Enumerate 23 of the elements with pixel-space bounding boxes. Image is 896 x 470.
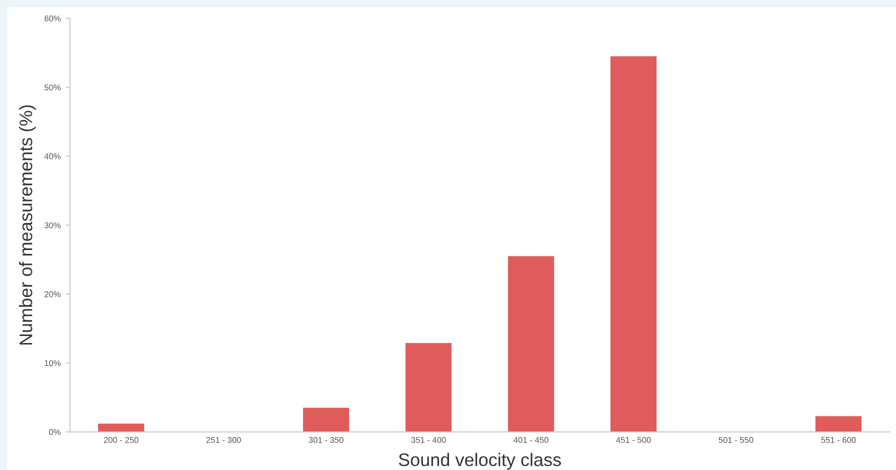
y-tick-label: 20% — [44, 291, 61, 298]
y-tick-label: 60% — [44, 16, 61, 22]
x-tick-label: 401 - 450 — [514, 437, 548, 443]
x-tick-label: 501 - 550 — [718, 437, 754, 443]
x-tick-label: 451 - 500 — [616, 437, 651, 443]
x-tick-label: 551 - 600 — [821, 437, 856, 443]
x-tick-label: 200 - 250 — [104, 437, 138, 443]
x-tick-label: 351 - 400 — [411, 437, 446, 443]
x-axis-title: Sound velocity class — [398, 452, 561, 470]
bar — [508, 256, 554, 432]
y-tick-label: 0% — [49, 429, 61, 436]
y-tick-label: 30% — [44, 222, 61, 228]
y-tick-label: 40% — [44, 153, 61, 160]
x-tick-label: 301 - 350 — [308, 437, 344, 443]
bar — [98, 424, 144, 432]
x-tick-label: 251 - 300 — [206, 437, 241, 443]
bar — [610, 56, 657, 432]
bar — [815, 416, 862, 432]
y-tick-label: 50% — [44, 84, 61, 90]
y-tick-label: 10% — [44, 360, 61, 366]
bar — [303, 408, 350, 432]
y-axis-title: Number of measurements (%) — [19, 105, 36, 345]
bar — [406, 343, 452, 432]
